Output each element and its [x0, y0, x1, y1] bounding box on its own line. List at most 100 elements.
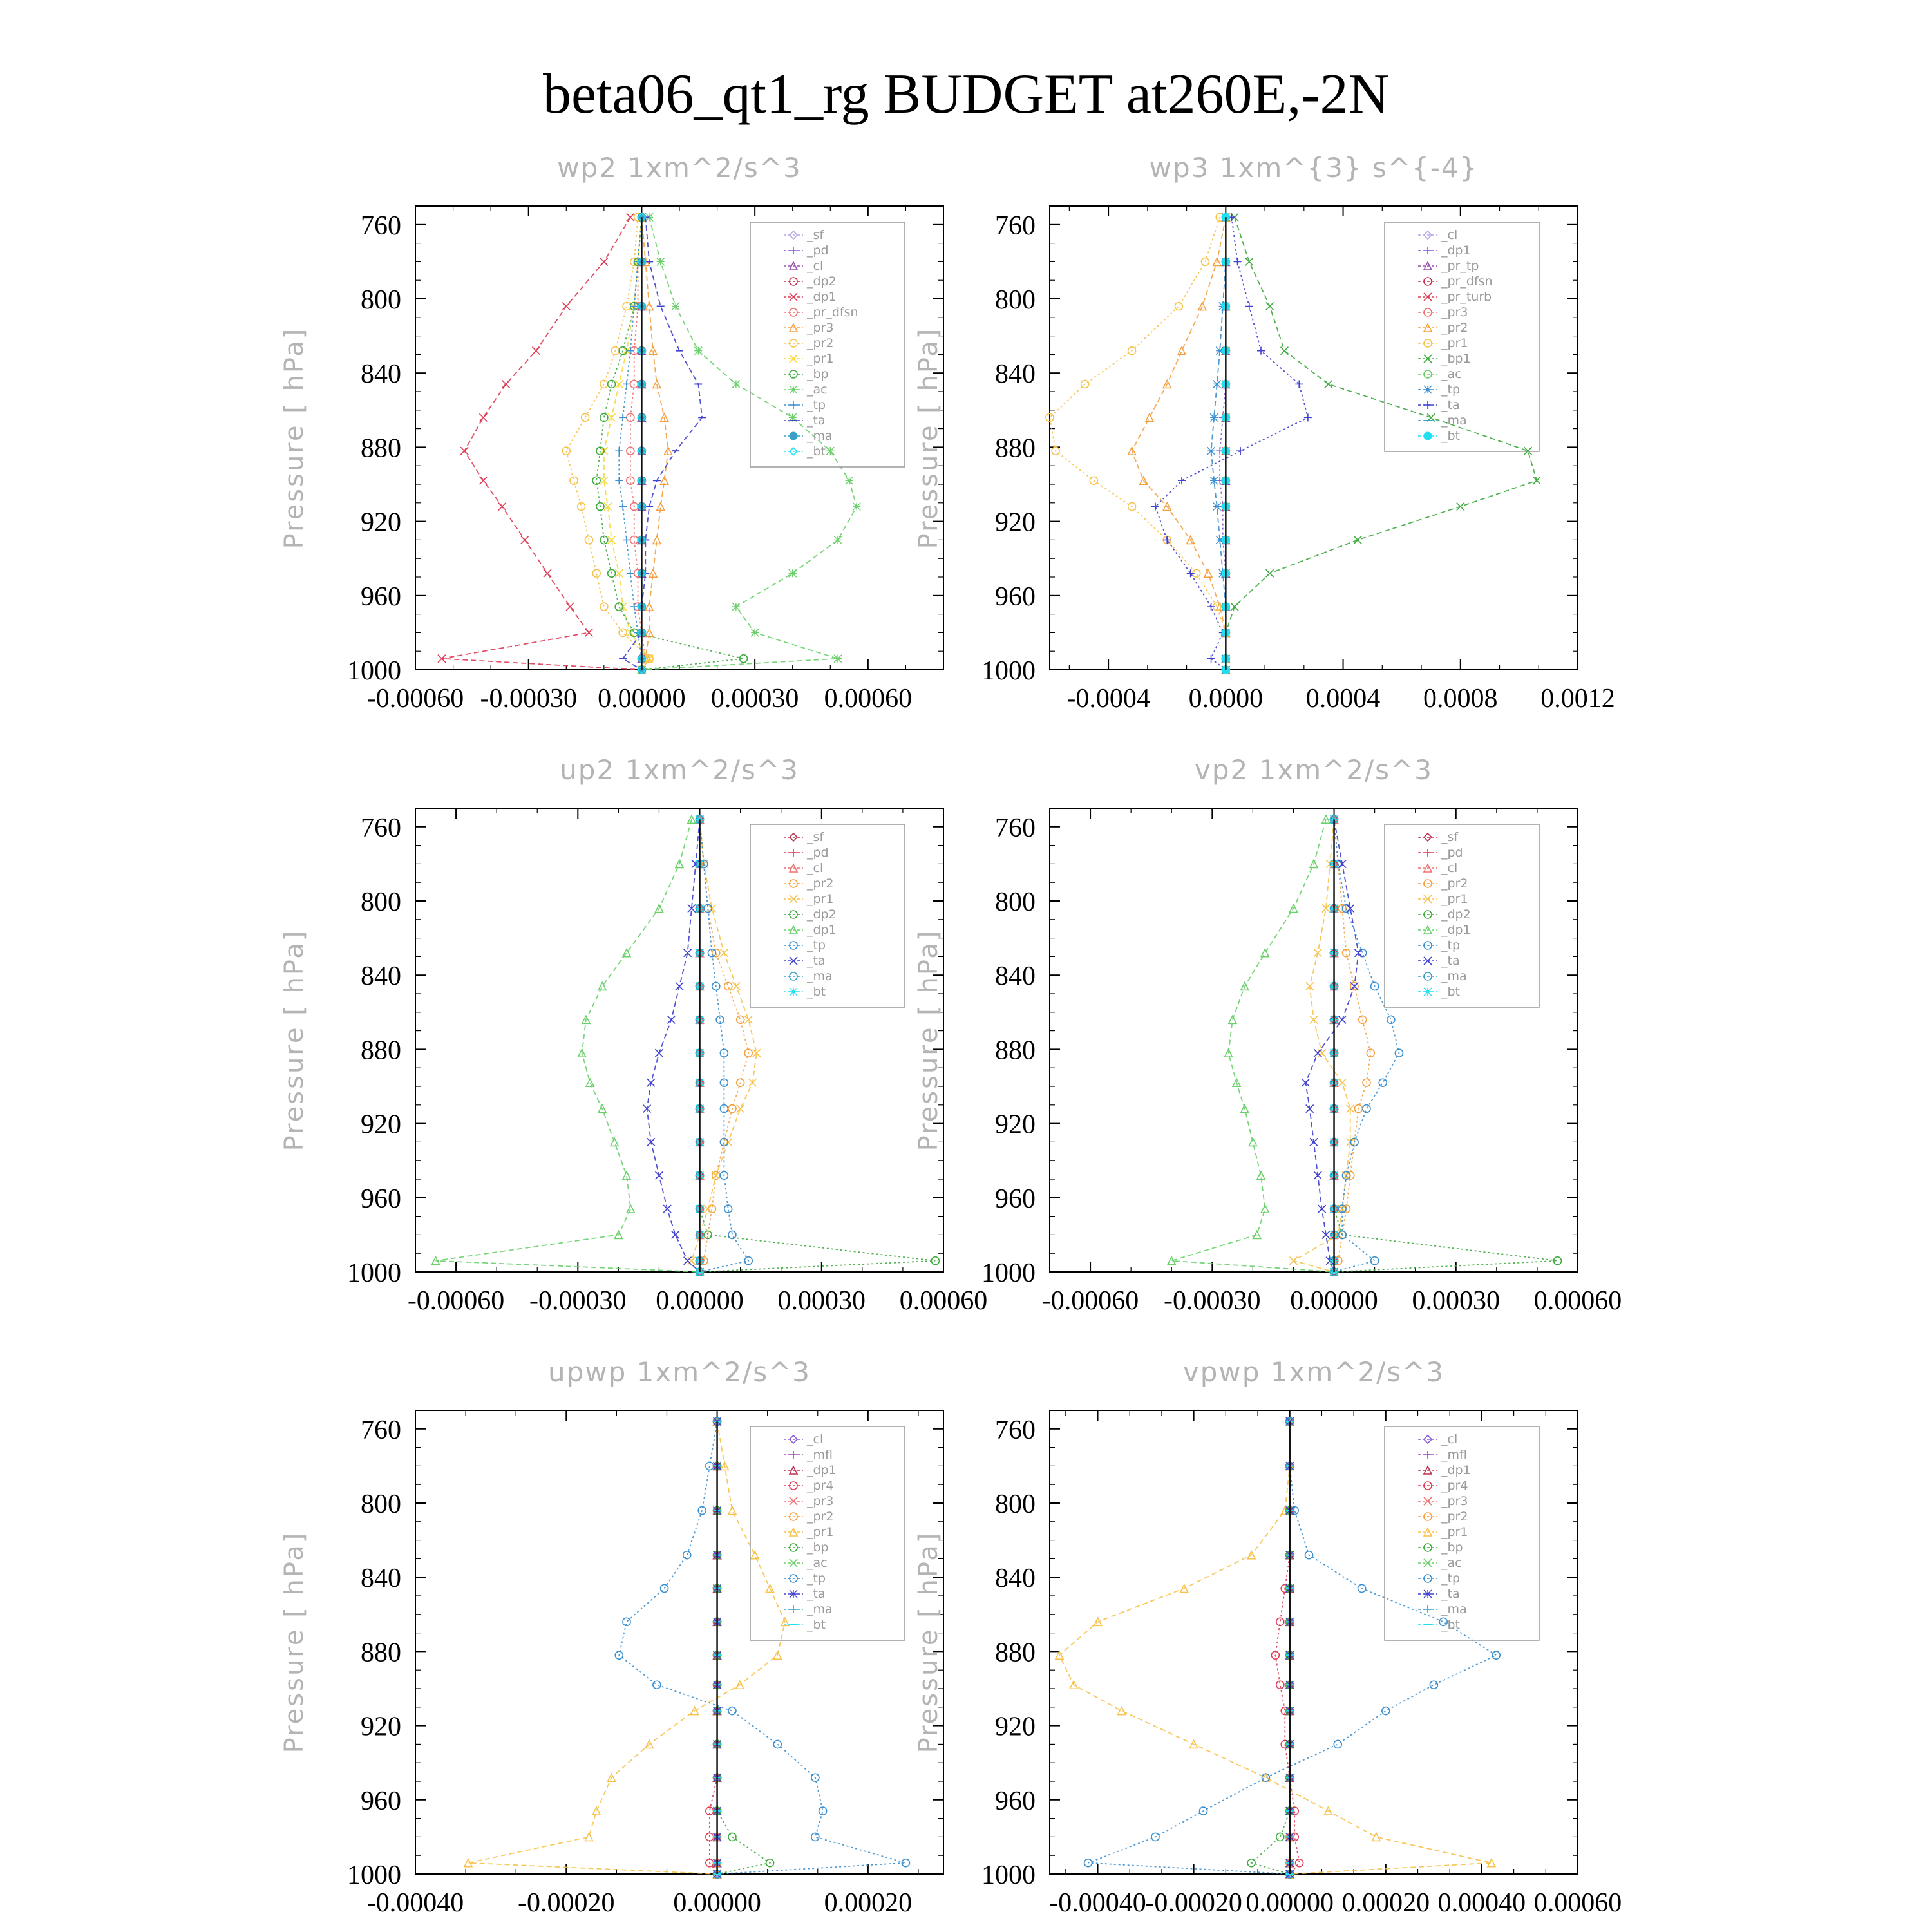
series-line-dp1 [1171, 819, 1334, 1273]
legend-label: _pr2 [1441, 876, 1468, 891]
series-point-pr1 [1089, 476, 1099, 486]
x-tick-label: 0.00000 [1245, 1888, 1334, 1918]
series-point-pr2 [562, 446, 571, 455]
series-point-dp1 [621, 947, 632, 958]
series-point-tp [1333, 1739, 1343, 1749]
legend-label: _pr3 [1441, 1494, 1468, 1508]
series-point-pr1 [1174, 301, 1184, 311]
panels: wp2 1xm^2/s^3 Pressure [ hPa] 760 800 840 880… [279, 152, 1622, 1918]
series-point-tp [1357, 1584, 1367, 1593]
y-tick-label: 760 [361, 211, 401, 241]
legend-marker [1423, 1589, 1432, 1598]
series-point-dp1 [674, 858, 685, 869]
series-point-dp1 [531, 346, 540, 355]
plot-frame [415, 205, 944, 670]
series-point-pr2 [735, 1078, 745, 1088]
legend-label: _ac [806, 1556, 828, 1570]
series-point-bp1 [1523, 446, 1533, 455]
legend-label: _pr_dfsn [1441, 274, 1493, 289]
legend-marker [1423, 431, 1432, 440]
x-tick-label: 0.00040 [1438, 1888, 1526, 1918]
series-point-bp [728, 1832, 737, 1842]
y-tick-label: 760 [995, 1416, 1036, 1445]
series-point-bp [614, 602, 624, 611]
series-point-dp2 [931, 1256, 940, 1265]
x-tick-label: -0.00040 [1049, 1888, 1146, 1918]
series-point-bp [600, 535, 609, 545]
legend-label: _pr1 [806, 892, 833, 906]
legend-label: _ac [806, 383, 828, 397]
series-point-dp1 [597, 1103, 607, 1113]
y-tick-label: 760 [361, 1416, 401, 1445]
legend-label: _ma [806, 1602, 833, 1616]
series-point-tp [652, 1680, 661, 1690]
legend-box [1384, 824, 1540, 1008]
series-point-ta [1318, 1204, 1327, 1213]
series-point-tp [723, 1204, 733, 1213]
legend-label: _bp1 [1441, 352, 1471, 366]
panel-title: wp2 1xm^2/s^3 [557, 152, 801, 184]
legend-marker [788, 261, 799, 270]
x-tick-label: 0.0008 [1423, 684, 1498, 714]
x-tick-label: -0.00020 [1145, 1888, 1242, 1918]
series-point-tp [623, 536, 630, 544]
legend-label: _pr2 [806, 1510, 833, 1524]
series-line-tp [699, 819, 750, 1273]
series-point-ta [663, 1204, 672, 1213]
series-point-ta [1178, 477, 1186, 485]
legend-label: _cl [1441, 861, 1457, 875]
x-tick-label: -0.00040 [367, 1888, 464, 1918]
legend-box [750, 824, 905, 1008]
series-point-pr_dfsn [626, 476, 635, 486]
y-tick-label: 880 [361, 1638, 401, 1667]
series-point-bp [596, 446, 605, 455]
x-tick-label: 0.00030 [778, 1286, 866, 1316]
plot-frame [1049, 1410, 1578, 1875]
series-point-dp1 [562, 301, 571, 311]
chart-panel-5: vpwp 1xm^2/s^3 Pressure [ hPa] 760 800 840 88… [914, 1356, 1622, 1918]
legend-marker [788, 1465, 799, 1475]
series-point-dp1 [614, 1229, 623, 1240]
series-point-pr1 [687, 1256, 696, 1265]
series-point-ta [671, 1230, 680, 1239]
series-point-ta [1303, 413, 1312, 422]
y-tick-label: 960 [361, 1786, 401, 1816]
series-point-dp1 [600, 257, 609, 266]
series-point-pr3 [652, 379, 662, 389]
series-point-dp1 [437, 654, 446, 663]
series-point-ta [647, 1078, 656, 1087]
legend-marker [789, 385, 798, 394]
series-point-dp1 [1260, 947, 1270, 958]
y-tick-label: 880 [995, 1036, 1036, 1065]
legend-label: _dp1 [806, 290, 837, 304]
legend-label: _pr1 [1441, 1525, 1468, 1539]
series-point-ta [654, 1171, 664, 1180]
legend: _sf_pd_cl_dp2_dp1_pr_dfsn _pr3_pr2 _pr1_bp… [750, 222, 905, 468]
series-point-pr1 [600, 476, 609, 485]
legend-marker [1423, 277, 1432, 286]
y-tick-label: 960 [361, 582, 401, 612]
series-point-tp [630, 302, 638, 310]
panel-title: wp3 1xm^{3} s^{-4} [1150, 152, 1479, 184]
legend-marker [1423, 339, 1432, 348]
legend-marker [790, 401, 797, 409]
series-line-pr2 [565, 217, 650, 670]
x-tick-label: 0.0012 [1540, 684, 1615, 714]
legend-label: _pd [806, 846, 829, 860]
series-point-tp [697, 1506, 706, 1515]
legend-marker [789, 1574, 798, 1583]
legend-marker [789, 1558, 798, 1567]
series-point-dp1 [502, 379, 511, 389]
legend-label: _pr2 [1441, 321, 1468, 335]
legend-marker [788, 863, 799, 873]
legend-label: _dp2 [806, 907, 837, 922]
legend-label: _ta [806, 954, 826, 968]
series-point-ta [667, 1015, 676, 1024]
series-point-tp [811, 1773, 820, 1783]
legend-marker [1423, 972, 1432, 981]
series-point-pr1 [645, 654, 654, 663]
legend-label: _pr_turb [1441, 290, 1492, 304]
series-point-ta [1151, 502, 1159, 511]
series-line-tp [618, 1421, 906, 1875]
y-tick-label: 800 [361, 285, 401, 315]
